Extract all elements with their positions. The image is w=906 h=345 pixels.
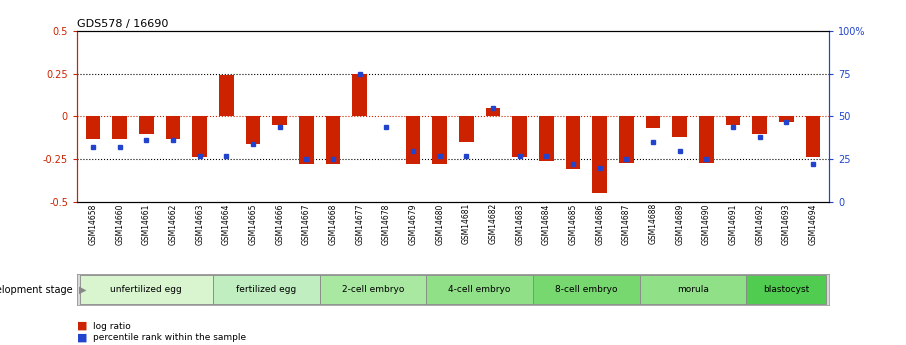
- Text: GDS578 / 16690: GDS578 / 16690: [77, 19, 169, 29]
- Bar: [565, 117, 581, 169]
- Text: blastocyst: blastocyst: [763, 285, 809, 294]
- Bar: [533, 275, 640, 304]
- Bar: [512, 117, 527, 157]
- Bar: [192, 117, 207, 157]
- Text: log ratio: log ratio: [93, 322, 131, 331]
- Bar: [112, 117, 127, 139]
- Bar: [213, 275, 320, 304]
- Bar: [539, 117, 554, 161]
- Text: fertilized egg: fertilized egg: [236, 285, 296, 294]
- Bar: [273, 117, 287, 125]
- Bar: [805, 117, 820, 157]
- Bar: [320, 275, 427, 304]
- Bar: [747, 275, 826, 304]
- Bar: [619, 117, 633, 162]
- Bar: [86, 117, 101, 139]
- Bar: [593, 117, 607, 193]
- Text: unfertilized egg: unfertilized egg: [111, 285, 182, 294]
- Bar: [427, 275, 533, 304]
- Bar: [699, 117, 714, 162]
- Bar: [672, 117, 687, 137]
- Bar: [325, 117, 341, 164]
- Bar: [219, 76, 234, 117]
- Text: percentile rank within the sample: percentile rank within the sample: [93, 333, 246, 342]
- Text: ▶: ▶: [79, 285, 86, 295]
- Bar: [752, 117, 767, 134]
- Text: ■: ■: [77, 333, 88, 342]
- Bar: [299, 117, 313, 164]
- Bar: [640, 275, 747, 304]
- Bar: [166, 117, 180, 139]
- Bar: [486, 108, 500, 117]
- Text: ■: ■: [77, 321, 88, 331]
- Bar: [432, 117, 447, 164]
- Text: 4-cell embryo: 4-cell embryo: [448, 285, 511, 294]
- Bar: [646, 117, 660, 128]
- Text: 8-cell embryo: 8-cell embryo: [555, 285, 618, 294]
- Bar: [459, 117, 474, 142]
- Bar: [352, 74, 367, 117]
- Bar: [139, 117, 154, 134]
- Text: morula: morula: [677, 285, 708, 294]
- Bar: [80, 275, 213, 304]
- Bar: [406, 117, 420, 164]
- Text: 2-cell embryo: 2-cell embryo: [342, 285, 404, 294]
- Text: development stage: development stage: [0, 285, 72, 295]
- Bar: [246, 117, 260, 144]
- Bar: [779, 117, 794, 121]
- Bar: [726, 117, 740, 125]
